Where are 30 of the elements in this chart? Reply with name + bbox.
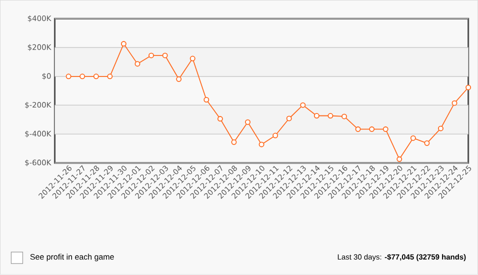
point (176, 76, 182, 82)
point (204, 97, 210, 103)
point (148, 52, 154, 58)
point (410, 135, 416, 141)
point (396, 156, 402, 162)
point (107, 74, 113, 80)
point (300, 102, 306, 108)
point (369, 126, 375, 132)
point (438, 126, 444, 132)
point (66, 74, 72, 80)
point (272, 132, 278, 138)
point (328, 113, 334, 119)
point (120, 41, 126, 47)
point (245, 119, 250, 125)
point (355, 126, 361, 132)
point (134, 61, 140, 67)
point (93, 74, 99, 80)
point (314, 113, 320, 119)
point (341, 114, 347, 120)
point (382, 126, 388, 132)
point (190, 56, 196, 62)
point (80, 74, 86, 80)
point (424, 140, 430, 146)
point (466, 84, 472, 90)
point (258, 142, 264, 148)
point (162, 52, 168, 58)
point (231, 140, 237, 146)
point (286, 116, 292, 122)
point (452, 100, 458, 106)
point (217, 116, 223, 122)
